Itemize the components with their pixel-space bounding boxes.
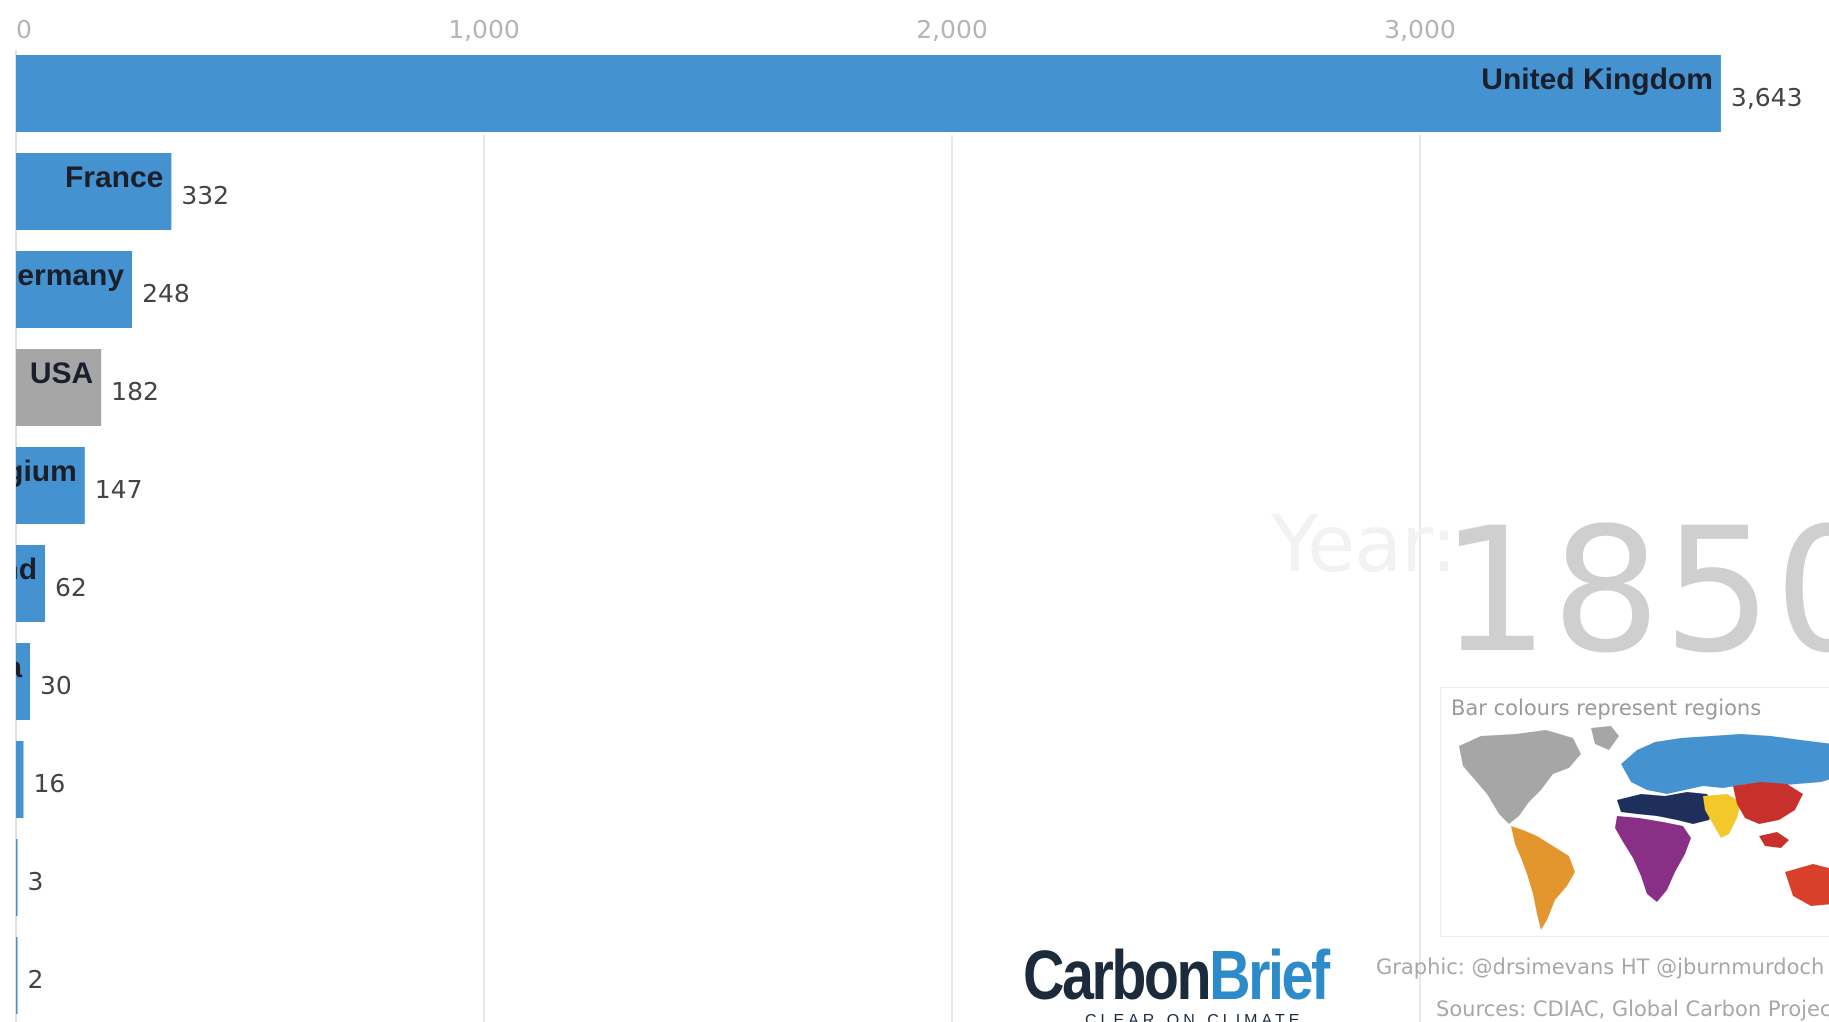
bar-value-label: 3 [28, 867, 44, 896]
bar-name-label: Austria [0, 651, 22, 684]
bar-name-label: Belgium [0, 455, 77, 488]
bar [16, 839, 18, 916]
bar-value-label: 30 [40, 671, 72, 700]
southeast-asia-region [1759, 832, 1789, 848]
sources-credit: Sources: CDIAC, Global Carbon Project [1436, 997, 1829, 1021]
bar-name-label: France [65, 161, 163, 194]
bar-group: United Kingdom 3,643 [16, 55, 1803, 132]
bar-group: USA 182 [16, 349, 159, 426]
bar-value-label: 248 [142, 279, 190, 308]
bar [16, 55, 1721, 132]
north-america-region [1459, 730, 1581, 824]
bar-value-label: 147 [95, 475, 143, 504]
region-legend: Bar colours represent regions [1440, 687, 1829, 937]
bar-group: 16 [16, 741, 65, 818]
bar-value-label: 182 [111, 377, 159, 406]
bar [16, 937, 18, 1014]
europe-asia-region [1621, 734, 1829, 794]
brand-carbon-text: Carbon [1023, 936, 1209, 1014]
world-map-icon [1441, 724, 1829, 936]
bar-value-label: 332 [181, 181, 229, 210]
africa-region [1615, 816, 1691, 902]
year-label: Year: [1246, 500, 1456, 590]
x-tick-label: 1,000 [448, 15, 520, 44]
bar-name-label: USA [30, 357, 93, 390]
oceania-region [1785, 864, 1829, 906]
bar-group: Germany 248 [0, 251, 190, 328]
south-asia-region [1703, 794, 1741, 838]
brand-tagline: CLEAR ON CLIMATE [1085, 1012, 1303, 1022]
bar [16, 741, 23, 818]
x-tick-label: 0 [16, 15, 32, 44]
x-tick-label: 2,000 [916, 15, 988, 44]
bar-value-label: 16 [33, 769, 65, 798]
bar-value-label: 3,643 [1731, 83, 1803, 112]
bar-group: France 332 [16, 153, 229, 230]
east-asia-region [1733, 782, 1803, 824]
bar-group: 2 [16, 937, 43, 1014]
graphic-credit: Graphic: @drsimevans HT @jburnmurdoch [1376, 955, 1824, 979]
bar-value-label: 62 [55, 573, 87, 602]
greenland-region [1591, 726, 1619, 750]
bar-group: Poland 62 [0, 545, 87, 622]
x-tick-label: 3,000 [1384, 15, 1456, 44]
bar-name-label: Poland [0, 553, 37, 586]
bar-group: Austria 30 [0, 643, 72, 720]
south-america-region [1511, 826, 1575, 930]
brand-brief-text: Brief [1209, 936, 1327, 1014]
bar-group: 3 [16, 839, 43, 916]
bar-name-label: United Kingdom [1481, 63, 1713, 96]
bar-name-label: Germany [0, 259, 124, 292]
bar-value-label: 2 [28, 965, 44, 994]
carbonbrief-logo: CarbonBrief [1023, 940, 1328, 1010]
year-value: 1850 [1440, 505, 1829, 677]
bar-group: Belgium 147 [0, 447, 143, 524]
legend-title: Bar colours represent regions [1451, 696, 1761, 720]
